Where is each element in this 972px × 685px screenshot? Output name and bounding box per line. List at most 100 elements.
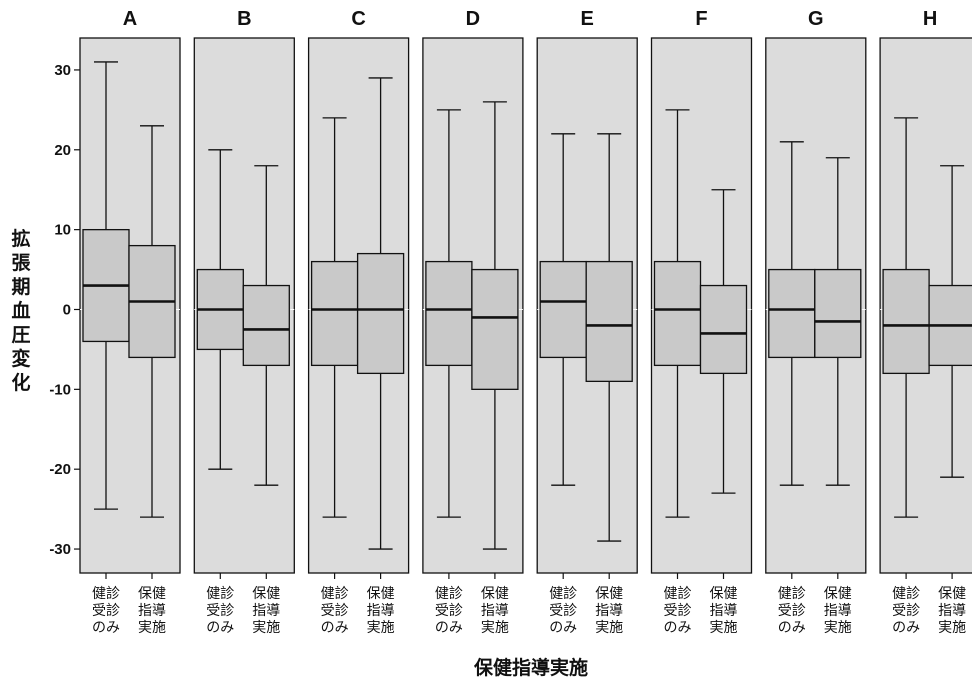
category-label-line: 指導 bbox=[938, 603, 966, 619]
panel-title: F bbox=[695, 8, 707, 30]
box-kenshin-only: 健診受診のみ bbox=[882, 117, 930, 636]
category-label-line: 受診 bbox=[435, 603, 463, 619]
iqr-box bbox=[814, 268, 862, 359]
box-hoken-shido: 保健指導実施 bbox=[128, 125, 176, 636]
box-hoken-shido: 保健指導実施 bbox=[585, 133, 633, 636]
category-label-line: 指導 bbox=[824, 603, 852, 619]
iqr-box bbox=[242, 284, 290, 367]
box-kenshin-only: 健診受診のみ bbox=[768, 141, 816, 636]
category-label-line: 保健 bbox=[252, 586, 280, 602]
panel-title: D bbox=[466, 8, 480, 30]
category-label-line: 実施 bbox=[481, 620, 509, 636]
x-axis-title: 保健指導実施 bbox=[473, 656, 588, 679]
category-label-line: 保健 bbox=[710, 586, 738, 602]
y-axis-title-char: 圧 bbox=[11, 324, 30, 346]
category-label: 保健指導実施 bbox=[138, 586, 166, 636]
category-label-line: 保健 bbox=[595, 586, 623, 602]
category-label-line: 受診 bbox=[206, 603, 234, 619]
category-label: 健診受診のみ bbox=[664, 586, 692, 636]
category-label: 保健指導実施 bbox=[252, 586, 280, 636]
box-hoken-shido: 保健指導実施 bbox=[928, 165, 972, 636]
y-axis-title-char: 張 bbox=[11, 252, 31, 274]
category-label-line: 受診 bbox=[549, 603, 577, 619]
category-label-line: 指導 bbox=[252, 603, 280, 619]
category-label-line: のみ bbox=[892, 620, 920, 636]
category-label-line: 実施 bbox=[367, 620, 395, 636]
category-label-line: のみ bbox=[92, 620, 120, 636]
iqr-box bbox=[356, 252, 405, 375]
category-label: 健診受診のみ bbox=[892, 586, 920, 636]
category-label: 保健指導実施 bbox=[938, 586, 966, 636]
category-label-line: 指導 bbox=[481, 603, 509, 619]
category-label: 健診受診のみ bbox=[778, 586, 806, 636]
category-label-line: 健診 bbox=[664, 586, 692, 602]
category-label-line: 受診 bbox=[778, 603, 806, 619]
category-label-line: 実施 bbox=[710, 620, 738, 636]
category-label-line: 保健 bbox=[138, 586, 166, 602]
category-label-line: 保健 bbox=[367, 586, 395, 602]
box-kenshin-only: 健診受診のみ bbox=[539, 133, 587, 636]
category-label-line: のみ bbox=[321, 620, 349, 636]
panel-title: E bbox=[581, 8, 594, 30]
box-kenshin-only: 健診受診のみ bbox=[653, 109, 702, 636]
category-label-line: 健診 bbox=[92, 586, 120, 602]
category-label-line: のみ bbox=[206, 620, 234, 636]
y-axis-title-char: 拡 bbox=[11, 227, 30, 250]
y-axis: 30 20 10 0 -10 -20 -30 bbox=[49, 62, 80, 558]
category-label-line: 実施 bbox=[824, 620, 852, 636]
iqr-box bbox=[425, 260, 473, 367]
category-label-line: のみ bbox=[664, 620, 692, 636]
category-label: 健診受診のみ bbox=[321, 586, 349, 636]
category-label: 健診受診のみ bbox=[206, 586, 234, 636]
iqr-box bbox=[653, 260, 702, 367]
y-tick-label: -10 bbox=[49, 381, 71, 398]
box-hoken-shido: 保健指導実施 bbox=[242, 165, 290, 636]
category-label-line: 受診 bbox=[321, 603, 349, 619]
y-axis-title-char: 期 bbox=[11, 276, 30, 298]
y-axis-title-char: 血 bbox=[11, 299, 30, 322]
iqr-box bbox=[471, 268, 519, 390]
category-label: 保健指導実施 bbox=[595, 586, 623, 636]
category-label-line: 受診 bbox=[664, 603, 692, 619]
panel-title: A bbox=[123, 8, 137, 30]
category-label: 保健指導実施 bbox=[367, 586, 395, 636]
panel-title: B bbox=[237, 8, 251, 30]
panel-title: C bbox=[351, 8, 365, 30]
box-hoken-shido: 保健指導実施 bbox=[699, 189, 748, 636]
y-tick-label: 0 bbox=[63, 301, 71, 318]
category-label-line: 指導 bbox=[710, 603, 738, 619]
y-tick-label: -30 bbox=[49, 541, 71, 558]
iqr-box bbox=[768, 268, 816, 359]
category-label: 保健指導実施 bbox=[481, 586, 509, 636]
category-label-line: 指導 bbox=[595, 603, 623, 619]
category-label-line: 保健 bbox=[824, 586, 852, 602]
category-label-line: 指導 bbox=[367, 603, 395, 619]
box-kenshin-only: 健診受診のみ bbox=[310, 117, 359, 636]
category-label-line: 保健 bbox=[938, 586, 966, 602]
category-label-line: のみ bbox=[549, 620, 577, 636]
iqr-box bbox=[882, 268, 930, 375]
category-label-line: 健診 bbox=[321, 586, 349, 602]
panels: A健診受診のみ保健指導実施B健診受診のみ保健指導実施C健診受診のみ保健指導実施D… bbox=[79, 8, 972, 636]
category-label: 保健指導実施 bbox=[710, 586, 738, 636]
category-label-line: のみ bbox=[778, 620, 806, 636]
y-axis-title-char: 化 bbox=[11, 371, 30, 394]
category-label-line: 受診 bbox=[892, 603, 920, 619]
category-label: 健診受診のみ bbox=[549, 586, 577, 636]
y-tick-label: -20 bbox=[49, 461, 71, 478]
category-label-line: のみ bbox=[435, 620, 463, 636]
box-hoken-shido: 保健指導実施 bbox=[814, 157, 862, 636]
category-label-line: 実施 bbox=[938, 620, 966, 636]
box-hoken-shido: 保健指導実施 bbox=[356, 77, 405, 636]
box-kenshin-only: 健診受診のみ bbox=[425, 109, 473, 636]
